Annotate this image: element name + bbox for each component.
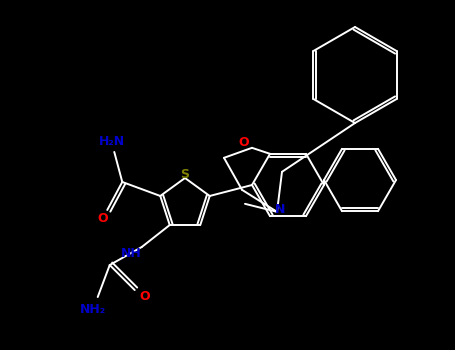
Text: O: O <box>97 212 107 225</box>
Text: O: O <box>139 289 150 302</box>
Text: O: O <box>239 136 249 149</box>
Text: H₂N: H₂N <box>99 135 125 148</box>
Text: S: S <box>181 168 189 182</box>
Text: N: N <box>275 203 285 216</box>
Text: NH: NH <box>121 246 142 260</box>
Text: NH₂: NH₂ <box>80 302 106 316</box>
